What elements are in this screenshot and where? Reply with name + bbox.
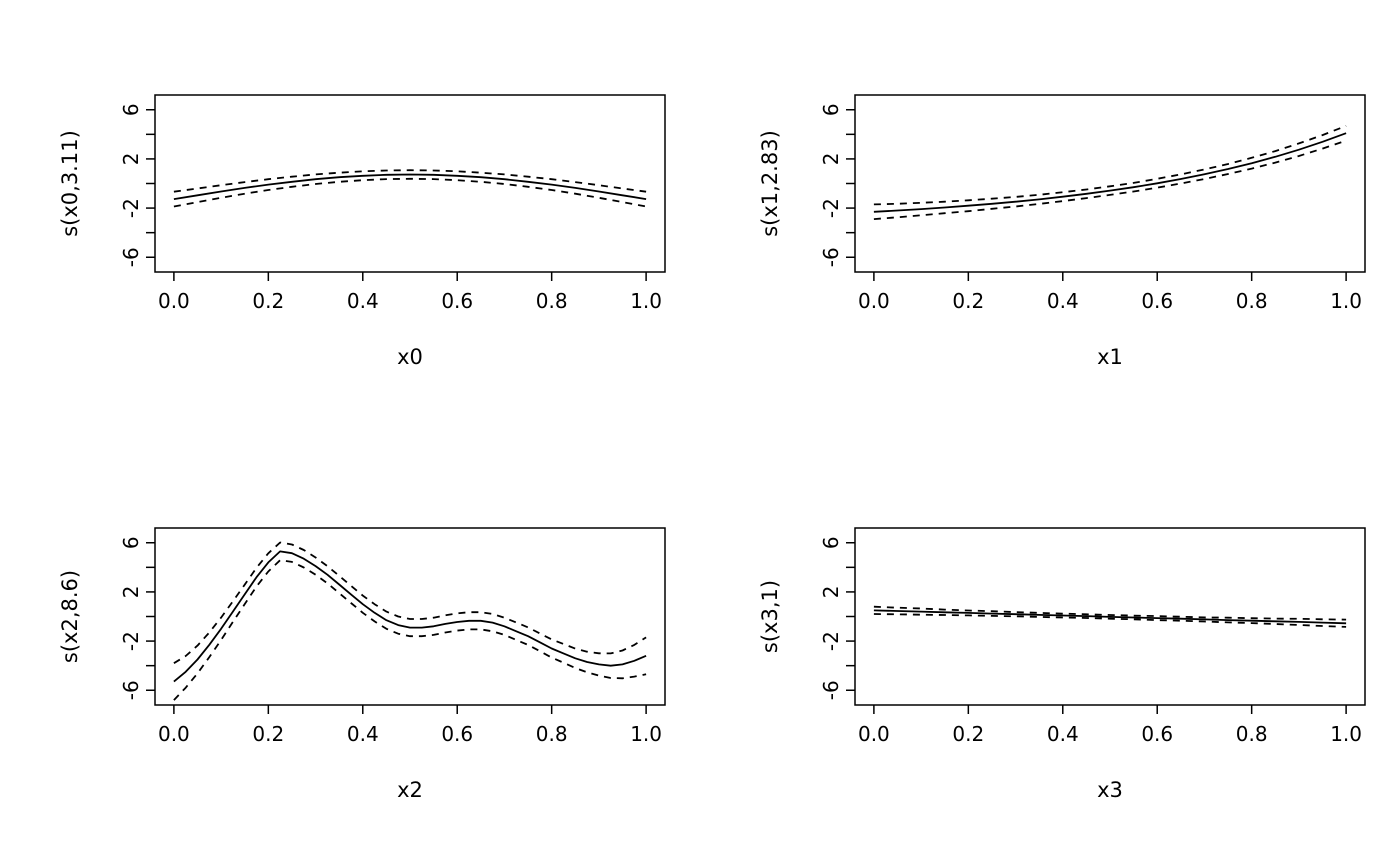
fit-line [873, 132, 1347, 213]
upper-95ci-line [873, 605, 1347, 621]
fit-line [173, 550, 647, 683]
x-tick-label: 0.4 [347, 289, 379, 313]
upper-95ci-line [873, 125, 1347, 206]
y-tick-label: -2 [819, 198, 843, 218]
x-tick-label: 1.0 [630, 289, 662, 313]
lower-95ci-line [873, 139, 1347, 220]
lower-95ci-line [173, 177, 647, 208]
x-axis-label: x1 [1097, 345, 1123, 369]
y-tick-label: -6 [819, 680, 843, 700]
x-tick-label: 0.0 [858, 289, 890, 313]
x-tick-label: 1.0 [1330, 722, 1362, 746]
lower-95ci-line [173, 559, 647, 701]
y-axis-label: s(x0,3.11) [58, 130, 82, 237]
x-tick-label: 0.4 [1047, 722, 1079, 746]
y-tick-label: 2 [119, 586, 143, 599]
y-tick-label: -2 [119, 198, 143, 218]
x-tick-label: 0.8 [1236, 722, 1268, 746]
x-tick-label: 0.0 [858, 722, 890, 746]
gam-panel-svg-x3: 0.0 0.2 0.4 0.6 0.8 1.0 -6 -2 2 6 x3 s(x3,1) [758, 527, 1366, 802]
x-tick-label: 0.2 [952, 289, 984, 313]
lower-95ci-line [873, 613, 1347, 628]
y-tick-label: 6 [819, 536, 843, 549]
panel-s-x2: 0.0 0.2 0.4 0.6 0.8 1.0 -6 -2 2 6 x2 s(x2,8.6) [0, 433, 700, 866]
y-tick-label: 6 [819, 103, 843, 116]
panel-s-x3: 0.0 0.2 0.4 0.6 0.8 1.0 -6 -2 2 6 x3 s(x3,1) [700, 433, 1400, 866]
gam-panel-svg-x2: 0.0 0.2 0.4 0.6 0.8 1.0 -6 -2 2 6 x2 s(x2,8.6) [58, 527, 666, 802]
fit-line [873, 609, 1347, 625]
y-tick-label: -6 [119, 247, 143, 267]
y-tick-label: 2 [819, 153, 843, 166]
x-axis-label: x0 [397, 345, 423, 369]
plot-box [154, 527, 666, 706]
x-tick-label: 0.4 [1047, 289, 1079, 313]
x-tick-label: 0.6 [441, 289, 473, 313]
y-axis-label: s(x2,8.6) [58, 570, 82, 663]
panel-s-x1: 0.0 0.2 0.4 0.6 0.8 1.0 -6 -2 2 6 x1 s(x1,2.83) [700, 0, 1400, 433]
x-tick-label: 1.0 [1330, 289, 1362, 313]
x-tick-label: 0.4 [347, 722, 379, 746]
y-tick-label: 6 [119, 103, 143, 116]
x-tick-label: 0.6 [1141, 289, 1173, 313]
x-tick-label: 0.8 [536, 722, 568, 746]
x-tick-label: 0.8 [536, 289, 568, 313]
x-axis-label: x2 [397, 778, 423, 802]
gam-panel-svg-x1: 0.0 0.2 0.4 0.6 0.8 1.0 -6 -2 2 6 x1 s(x1,2.83) [758, 94, 1366, 369]
x-tick-label: 0.2 [252, 289, 284, 313]
x-tick-label: 0.2 [252, 722, 284, 746]
x-tick-label: 0.8 [1236, 289, 1268, 313]
x-axis-label: x3 [1097, 778, 1123, 802]
gam-panel-svg-x0: 0.0 0.2 0.4 0.6 0.8 1.0 -6 -2 2 6 x0 s(x0,3.11) [58, 94, 666, 369]
x-tick-label: 0.6 [441, 722, 473, 746]
y-tick-label: -6 [819, 247, 843, 267]
y-axis-label: s(x1,2.83) [758, 130, 782, 237]
x-tick-label: 1.0 [630, 722, 662, 746]
y-axis-label: s(x3,1) [758, 580, 782, 653]
x-tick-label: 0.2 [952, 722, 984, 746]
y-tick-label: 6 [119, 536, 143, 549]
plot-box [854, 94, 1366, 273]
y-tick-label: -2 [819, 631, 843, 651]
x-tick-label: 0.0 [158, 289, 190, 313]
y-tick-label: -6 [119, 680, 143, 700]
upper-95ci-line [173, 169, 647, 193]
upper-95ci-line [173, 541, 647, 664]
x-tick-label: 0.0 [158, 722, 190, 746]
y-tick-label: 2 [819, 586, 843, 599]
x-tick-label: 0.6 [1141, 722, 1173, 746]
fit-line [173, 173, 647, 200]
y-tick-label: -2 [119, 631, 143, 651]
panel-s-x0: 0.0 0.2 0.4 0.6 0.8 1.0 -6 -2 2 6 x0 s(x0,3.11) [0, 0, 700, 433]
y-tick-label: 2 [119, 153, 143, 166]
